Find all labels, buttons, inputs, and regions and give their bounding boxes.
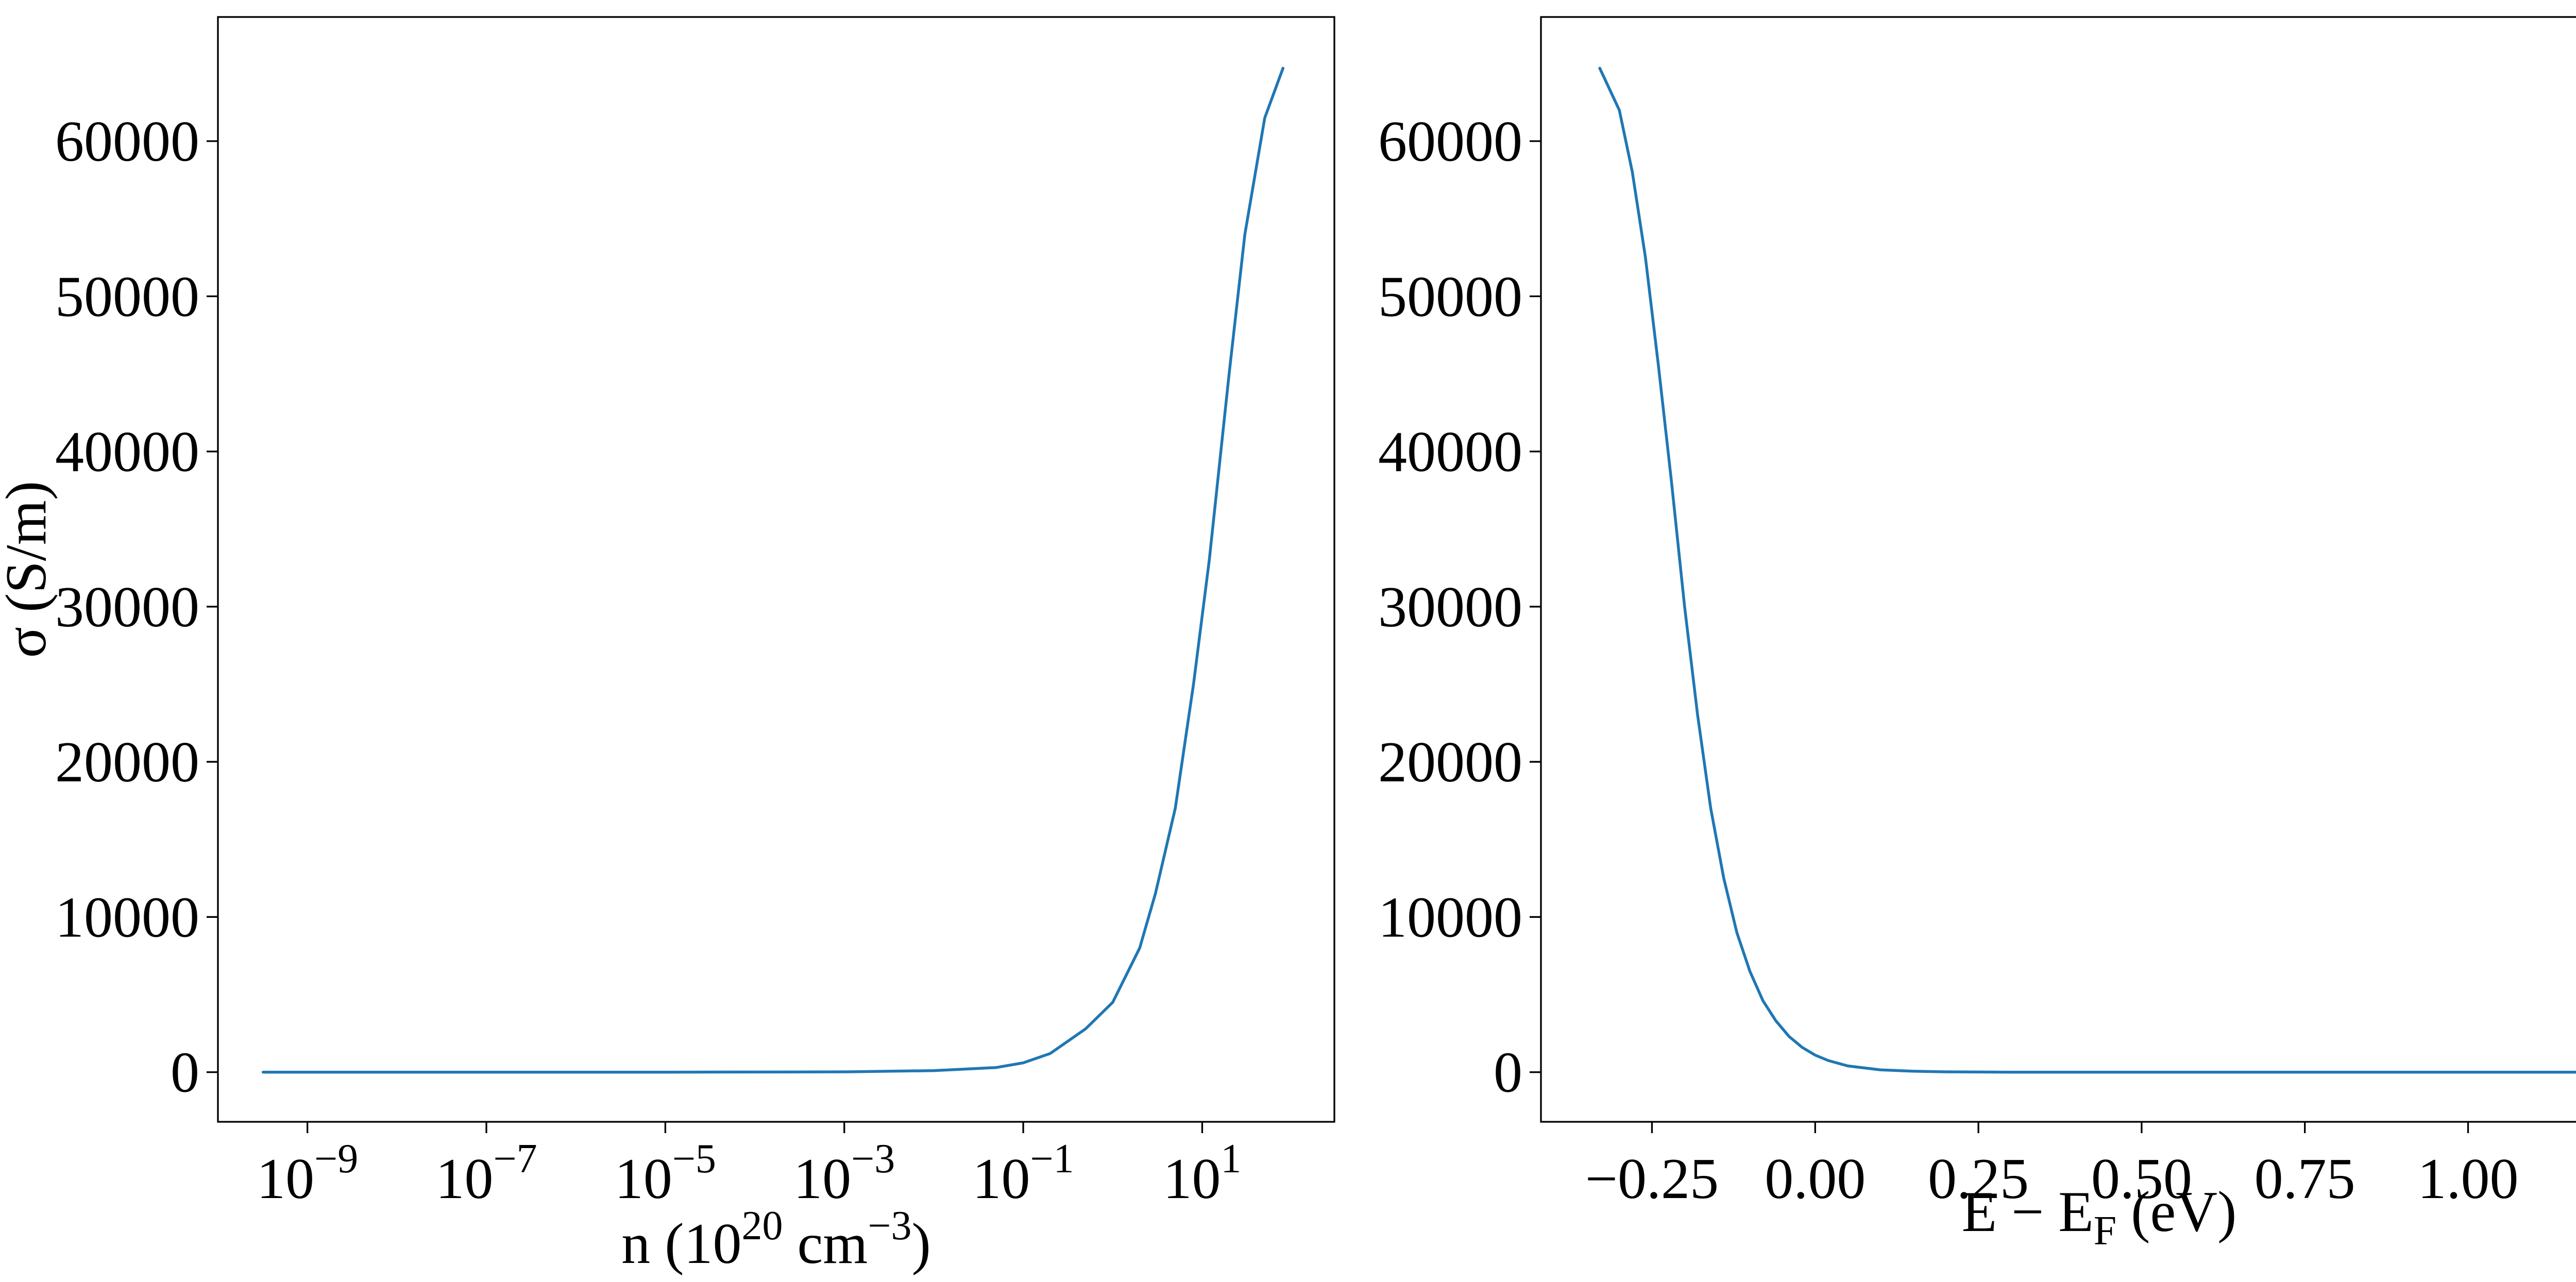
y-axis-ticks: 0 10000 20000 30000 40000 50000 60000 [1378, 110, 1541, 1105]
x-axis-label: E − EF (eV) [1962, 1180, 2237, 1254]
x-tick-label: 10−7 [435, 1136, 537, 1211]
x-tick-label: −0.25 [1585, 1147, 1719, 1211]
y-axis-ticks: 0 10000 20000 30000 40000 50000 60000 [55, 110, 218, 1105]
y-axis-label: σ (S/m) [0, 481, 58, 658]
series-line [1598, 66, 2576, 1074]
y-tick-label: 0 [171, 1041, 199, 1105]
y-tick-label: 60000 [1378, 110, 1522, 174]
x-axis-ticks: 10−9 10−7 10−5 10−3 10−1 101 [257, 1122, 1241, 1211]
y-tick-label: 20000 [55, 730, 199, 794]
y-tick-label: 50000 [1378, 265, 1522, 329]
x-tick-label: 0.00 [1765, 1147, 1866, 1211]
y-tick-label: 0 [1494, 1041, 1522, 1105]
y-tick-label: 40000 [1378, 420, 1522, 484]
x-tick-label: 10−5 [615, 1136, 716, 1211]
y-tick-label: 50000 [55, 265, 199, 329]
plot-frame [1540, 16, 2576, 1123]
series-line [261, 66, 1285, 1074]
y-tick-label: 30000 [55, 575, 199, 639]
x-tick-label: 10−1 [973, 1136, 1074, 1211]
x-tick-label: 1.00 [2417, 1147, 2518, 1211]
x-axis-label: n (1020 cm−3) [621, 1203, 931, 1276]
x-tick-label: 101 [1163, 1136, 1241, 1211]
y-tick-label: 30000 [1378, 575, 1522, 639]
x-tick-label: 10−9 [257, 1136, 358, 1211]
y-tick-label: 40000 [55, 420, 199, 484]
y-tick-label: 60000 [55, 110, 199, 174]
x-tick-label: 0.25 [1928, 1147, 2029, 1211]
x-tick-label: 10−3 [793, 1136, 895, 1211]
panel-conductivity-vs-density: 0 10000 20000 30000 40000 50000 60000 10−9 10−7… [0, 16, 1335, 1276]
x-axis-ticks: −0.250.000.250.500.751.001.25 [1585, 1122, 2518, 1211]
y-tick-label: 10000 [55, 885, 199, 949]
y-tick-label: 20000 [1378, 730, 1522, 794]
plot-frame [217, 16, 1335, 1123]
panel-conductivity-vs-energy: 0 10000 20000 30000 40000 50000 60000 −0.25 0.0… [1378, 16, 2576, 1254]
x-tick-label: 0.50 [2091, 1147, 2192, 1211]
x-tick-label: 0.75 [2255, 1147, 2355, 1211]
y-tick-label: 10000 [1378, 885, 1522, 949]
